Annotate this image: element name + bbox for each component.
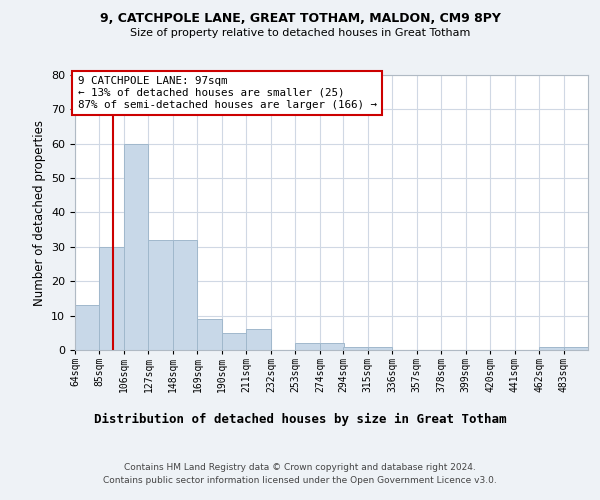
Bar <box>539 346 563 350</box>
Bar <box>247 330 271 350</box>
Text: Distribution of detached houses by size in Great Totham: Distribution of detached houses by size … <box>94 412 506 426</box>
Bar <box>320 343 344 350</box>
Bar <box>343 346 368 350</box>
Bar <box>197 319 222 350</box>
Bar <box>563 346 588 350</box>
Bar <box>295 343 320 350</box>
Text: Size of property relative to detached houses in Great Totham: Size of property relative to detached ho… <box>130 28 470 38</box>
Text: Contains HM Land Registry data © Crown copyright and database right 2024.: Contains HM Land Registry data © Crown c… <box>124 462 476 471</box>
Bar <box>124 144 148 350</box>
Bar <box>173 240 197 350</box>
Bar <box>222 333 247 350</box>
Y-axis label: Number of detached properties: Number of detached properties <box>32 120 46 306</box>
Bar <box>100 247 124 350</box>
Bar <box>75 306 100 350</box>
Bar <box>148 240 173 350</box>
Text: 9, CATCHPOLE LANE, GREAT TOTHAM, MALDON, CM9 8PY: 9, CATCHPOLE LANE, GREAT TOTHAM, MALDON,… <box>100 12 500 26</box>
Text: Contains public sector information licensed under the Open Government Licence v3: Contains public sector information licen… <box>103 476 497 485</box>
Bar <box>368 346 392 350</box>
Text: 9 CATCHPOLE LANE: 97sqm
← 13% of detached houses are smaller (25)
87% of semi-de: 9 CATCHPOLE LANE: 97sqm ← 13% of detache… <box>77 76 377 110</box>
